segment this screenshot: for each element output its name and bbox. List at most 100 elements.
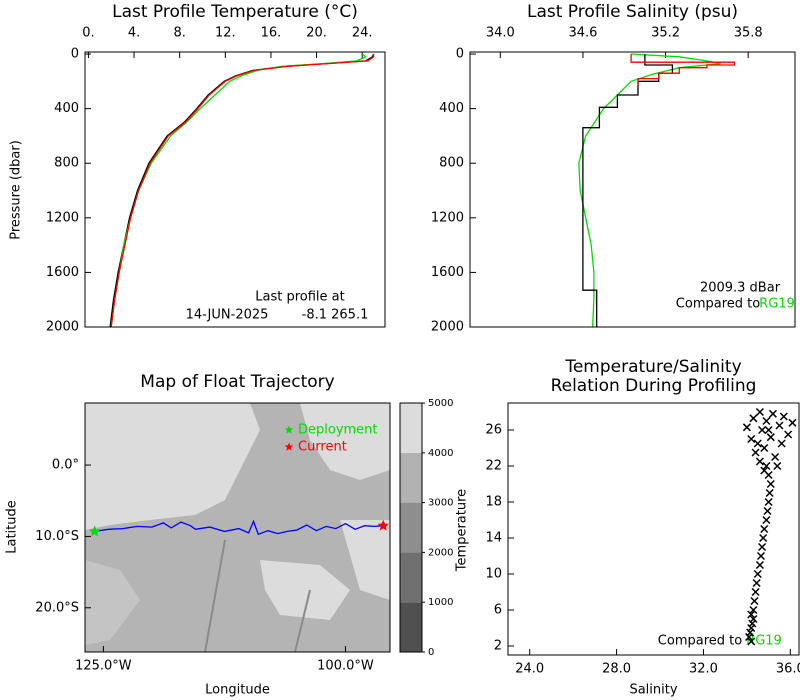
data-line <box>94 519 384 536</box>
x-tick-label: 24. <box>352 26 373 41</box>
y-tick-label: 1200 <box>431 210 464 225</box>
scatter-point <box>742 423 751 432</box>
colorbar-tick-label: 5000 <box>428 398 453 409</box>
scatter-point <box>766 479 775 489</box>
scatter-point <box>760 524 769 534</box>
mid-region <box>85 560 140 645</box>
y-tick-label: 26 <box>485 423 502 438</box>
x-tick-label: 35.2 <box>651 26 680 41</box>
colorbar-tick-label: 0 <box>428 647 434 658</box>
x-tick-label: 36.0 <box>776 662 800 677</box>
x-tick-label: 16. <box>261 26 282 41</box>
y-tick-label: 14 <box>485 531 502 546</box>
plot-frame <box>469 51 796 328</box>
scatter-point <box>764 497 773 507</box>
x-axis-label: Salinity <box>629 683 677 698</box>
scatter-point <box>753 439 762 448</box>
scatter-point <box>784 430 793 439</box>
scatter-point <box>758 542 767 552</box>
x-tick-label: 125.0°W <box>75 659 132 674</box>
scatter-point <box>762 461 771 471</box>
y-tick-label: 0 <box>456 47 464 62</box>
scatter-point <box>753 569 762 579</box>
scatter-point <box>765 488 774 498</box>
scatter-point <box>775 421 784 430</box>
y-tick-label: 800 <box>54 156 79 171</box>
y-tick-label: 20.0°S <box>35 600 79 615</box>
y-tick-label: 22 <box>485 459 502 474</box>
scatter-point <box>760 443 769 453</box>
x-tick-label: 28.0 <box>602 662 631 677</box>
scatter-point <box>773 461 782 471</box>
plot-frame <box>84 51 386 328</box>
deep-region <box>300 403 390 480</box>
reference-label: RG19 <box>746 634 782 649</box>
scatter-point <box>747 610 756 619</box>
colorbar-band <box>400 502 422 553</box>
ridge <box>204 539 226 652</box>
chart-subtitle: Relation During Profiling <box>551 376 757 396</box>
annotation: Compared to <box>676 297 760 312</box>
x-tick-label: 4. <box>128 26 140 41</box>
x-tick-label: 34.0 <box>486 26 515 41</box>
annotation: -8.1 265.1 <box>302 308 369 323</box>
reference-label: RG19 <box>759 297 795 312</box>
colorbar-tick-label: 3000 <box>428 498 453 509</box>
scatter-point <box>751 448 760 457</box>
y-tick-label: 400 <box>439 101 464 116</box>
deep-region <box>260 560 350 620</box>
y-tick-label: 1200 <box>46 210 79 225</box>
y-tick-label: 6 <box>494 603 502 618</box>
scatter-point <box>752 578 761 588</box>
y-tick-label: 1600 <box>431 265 464 280</box>
y-tick-label: 800 <box>439 156 464 171</box>
y-tick-label: 2000 <box>431 320 464 335</box>
y-tick-label: 10 <box>485 567 502 582</box>
legend-symbol <box>284 442 294 451</box>
x-tick-label: 0. <box>82 26 94 41</box>
scatter-point <box>771 452 780 462</box>
scatter-point <box>750 596 759 606</box>
data-line <box>110 54 375 328</box>
colorbar-tick-label: 1000 <box>428 597 453 608</box>
annotation: Compared to <box>658 634 742 649</box>
x-tick-label: 12. <box>215 26 236 41</box>
y-axis-label: Pressure (dbar) <box>9 140 24 240</box>
y-tick-label: 2000 <box>46 320 79 335</box>
scatter-point <box>758 425 767 435</box>
scatter-point <box>788 418 797 427</box>
y-axis-label: Temperature <box>455 489 470 572</box>
y-tick-label: 10.0°S <box>35 529 79 544</box>
x-tick-label: 100.0°W <box>317 659 374 674</box>
scatter-point <box>762 515 771 525</box>
scatter-point <box>768 409 777 418</box>
deep-region <box>85 403 260 530</box>
colorbar-band <box>400 452 422 503</box>
scatter-point <box>755 560 764 570</box>
scatter-point <box>763 506 772 516</box>
scatter-point <box>755 457 764 466</box>
y-tick-label: 1600 <box>46 265 79 280</box>
scatter-point <box>766 433 775 442</box>
deep-region <box>340 520 390 600</box>
plot-frame <box>507 402 800 656</box>
chart-title: Last Profile Temperature (°C) <box>112 2 358 22</box>
colorbar-frame <box>399 402 423 653</box>
scatter-point <box>751 587 760 597</box>
y-tick-label: 400 <box>54 101 79 116</box>
scatter-point <box>764 425 773 435</box>
scatter-point <box>777 439 786 448</box>
x-tick-label: 32.0 <box>689 662 718 677</box>
scatter-point <box>749 414 758 423</box>
x-tick-label: 34.6 <box>568 26 597 41</box>
y-tick-label: 0 <box>71 47 79 62</box>
annotation: Last profile at <box>255 290 344 305</box>
y-axis-label: Latitude <box>5 500 20 554</box>
colorbar-band <box>400 403 422 453</box>
y-tick-label: 0.0° <box>52 458 79 473</box>
colorbar-tick-label: 2000 <box>428 547 453 558</box>
colorbar-tick-label: 4000 <box>428 448 453 459</box>
scatter-point <box>755 407 764 417</box>
float-marker <box>89 525 101 537</box>
